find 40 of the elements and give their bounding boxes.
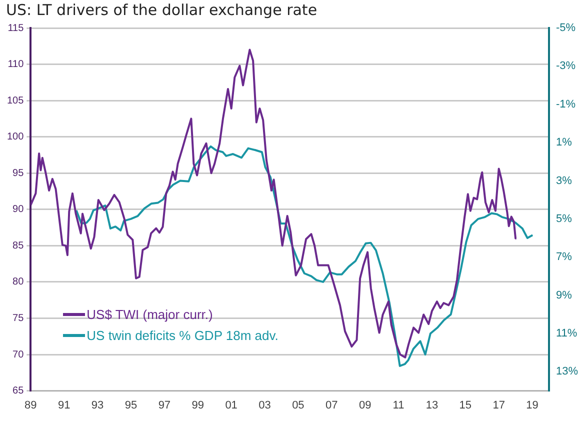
x-tick-label: 09 bbox=[358, 399, 372, 412]
y-tick-label: 80 bbox=[12, 276, 24, 288]
y-tick-label: 85 bbox=[12, 240, 24, 252]
x-tick-label: 93 bbox=[91, 399, 104, 412]
y-tick-label: 90 bbox=[12, 204, 24, 216]
y-tick-label: 115 bbox=[8, 22, 24, 34]
x-tick-label: 05 bbox=[292, 399, 304, 412]
x-tick-label: 97 bbox=[158, 399, 171, 412]
y2-tick-label: 1% bbox=[556, 136, 572, 149]
y-tick-label: 75 bbox=[12, 312, 24, 324]
x-tick-label: 13 bbox=[426, 399, 438, 412]
chart-title: US: LT drivers of the dollar exchange rate bbox=[6, 1, 318, 19]
x-tick-label: 19 bbox=[526, 399, 538, 412]
x-tick-label: 17 bbox=[492, 399, 505, 412]
legend-label: US$ TWI (major curr.) bbox=[86, 306, 213, 324]
y-tick-label: 105 bbox=[6, 95, 24, 106]
x-tick-label: 07 bbox=[326, 399, 338, 412]
y2-tick-label: -1% bbox=[556, 98, 576, 110]
y-tick-label: 70 bbox=[12, 349, 24, 360]
x-tick-label: 03 bbox=[258, 399, 271, 412]
x-tick-label: 95 bbox=[124, 399, 138, 412]
y2-tick-label: 5% bbox=[556, 212, 572, 225]
y2-tick-label: 7% bbox=[556, 251, 572, 264]
x-tick-label: 15 bbox=[459, 399, 472, 412]
y-tick-label: 65 bbox=[12, 386, 24, 397]
y2-tick-label: 3% bbox=[556, 174, 572, 187]
y-tick-label: 100 bbox=[6, 132, 24, 143]
x-tick-label: 11 bbox=[392, 399, 404, 412]
y-tick-label: 95 bbox=[12, 168, 24, 179]
y-tick-label: 110 bbox=[8, 59, 24, 70]
y2-tick-label: -5% bbox=[556, 22, 576, 34]
x-tick-label: 99 bbox=[192, 399, 204, 412]
y2-tick-label: 11% bbox=[556, 328, 578, 340]
x-tick-label: 91 bbox=[58, 399, 70, 412]
y2-tick-label: 13% bbox=[556, 366, 578, 378]
y2-tick-label: -3% bbox=[556, 60, 576, 72]
y2-tick-label: 9% bbox=[556, 289, 572, 302]
legend-label: US twin deficits % GDP 18m adv. bbox=[86, 326, 278, 345]
x-tick-label: 89 bbox=[24, 399, 37, 412]
x-tick-label: 01 bbox=[225, 399, 238, 412]
